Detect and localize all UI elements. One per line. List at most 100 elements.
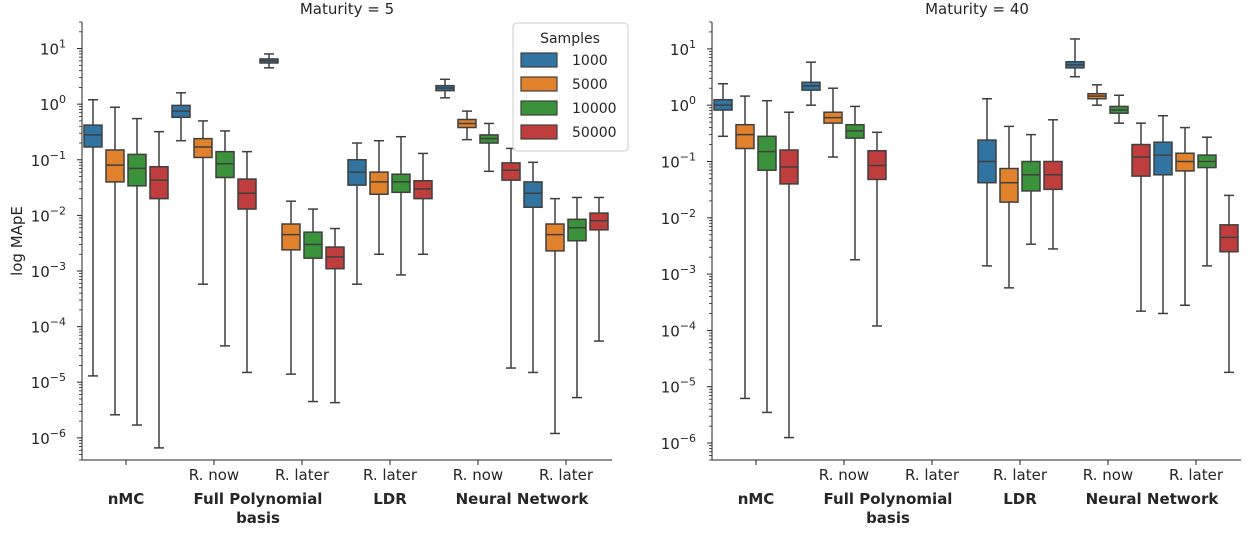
x-tick-label: R. later <box>363 466 418 484</box>
box-iqr <box>149 165 169 200</box>
box-1000 <box>171 92 191 142</box>
box-iqr <box>545 223 565 252</box>
box-5000 <box>545 197 565 435</box>
y-tick-exponent: −3 <box>50 260 66 273</box>
box-50000 <box>779 111 799 439</box>
group-label: Full Polynomial basis <box>824 490 953 527</box>
box-iqr <box>523 181 543 209</box>
box-1000 <box>523 161 543 374</box>
box-iqr <box>281 223 301 251</box>
box-50000 <box>149 130 169 449</box>
x-tick-label: R. now <box>453 466 503 484</box>
y-tick-base: 10 <box>31 152 50 170</box>
group-label: nMC <box>738 490 775 508</box>
box-50000 <box>413 152 433 256</box>
y-tick-base: 10 <box>31 207 50 225</box>
box-5000 <box>105 106 125 416</box>
box-10000 <box>391 135 411 276</box>
box-iqr <box>1153 141 1173 176</box>
y-tick-exponent: 1 <box>689 38 696 51</box>
panel-title: Maturity = 40 <box>925 0 1029 18</box>
panel-2: Maturity = 4010−610−510−410−310−210−1100… <box>661 0 1241 527</box>
y-tick-label: 10−4 <box>31 316 66 337</box>
x-tick-label: R. later <box>275 466 330 484</box>
box-iqr <box>193 137 213 159</box>
y-tick-label: 100 <box>40 93 66 114</box>
box-10000 <box>1021 133 1041 245</box>
group-label: LDR <box>1003 490 1037 508</box>
box-iqr <box>391 173 411 194</box>
y-tick-label: 10−1 <box>661 150 696 171</box>
y-tick-label: 10−3 <box>661 263 696 284</box>
x-tick-label: R. later <box>1169 466 1224 484</box>
box-10000 <box>127 117 147 426</box>
y-tick-exponent: −4 <box>680 319 696 332</box>
y-tick-label: 10−2 <box>31 204 66 225</box>
y-tick-base: 10 <box>661 435 680 453</box>
box-1000 <box>83 99 103 377</box>
box-5000 <box>823 87 843 158</box>
box-1000 <box>1153 114 1173 315</box>
y-tick-exponent: −5 <box>680 376 696 389</box>
box-iqr <box>567 218 587 242</box>
box-iqr <box>369 171 389 195</box>
box-50000 <box>501 147 521 369</box>
y-tick-label: 10−5 <box>661 376 696 397</box>
box-iqr <box>999 167 1019 203</box>
y-tick-exponent: −3 <box>680 263 696 276</box>
y-tick-label: 100 <box>670 94 696 115</box>
y-tick-exponent: −1 <box>50 149 66 162</box>
box-5000 <box>369 139 389 256</box>
y-tick-exponent: −5 <box>50 371 66 384</box>
box-iqr <box>1131 143 1151 177</box>
box-iqr <box>1219 224 1239 253</box>
y-tick-label: 10−6 <box>31 427 66 448</box>
box-5000 <box>735 95 755 400</box>
y-tick-exponent: −2 <box>680 207 696 220</box>
y-tick-label: 10−2 <box>661 207 696 228</box>
box-5000 <box>281 200 301 375</box>
y-tick-exponent: −6 <box>50 427 66 440</box>
x-tick-label: R. later <box>993 466 1048 484</box>
y-tick-base: 10 <box>40 41 59 59</box>
group-label: Full Polynomial basis <box>194 490 323 527</box>
y-tick-exponent: −4 <box>50 316 66 329</box>
y-tick-base: 10 <box>31 263 50 281</box>
box-50000 <box>325 227 345 404</box>
legend-label-5000: 5000 <box>572 77 608 93</box>
y-tick-exponent: 0 <box>689 94 696 107</box>
box-iqr <box>757 135 777 171</box>
group-label: Neural Network <box>1086 490 1220 508</box>
legend-swatch-50000 <box>520 124 558 140</box>
x-tick-label: R. now <box>189 466 239 484</box>
legend: Samples 1000 5000 10000 50000 <box>512 22 629 152</box>
box-1000 <box>1065 38 1085 78</box>
legend-label-1000: 1000 <box>572 53 608 69</box>
box-1000 <box>713 83 733 138</box>
box-1000 <box>259 53 279 69</box>
box-5000 <box>999 125 1019 289</box>
x-tick-label: R. later <box>905 466 960 484</box>
y-tick-base: 10 <box>661 379 680 397</box>
y-tick-base: 10 <box>661 210 680 228</box>
box-iqr <box>735 123 755 150</box>
y-tick-base: 10 <box>31 374 50 392</box>
y-tick-base: 10 <box>31 319 50 337</box>
box-5000 <box>1087 84 1107 106</box>
box-10000 <box>215 130 235 347</box>
group-label-line: basis <box>866 509 910 527</box>
legend-swatch-10000 <box>520 100 558 116</box>
box-iqr <box>325 246 345 270</box>
y-tick-label: 10−4 <box>661 319 696 340</box>
legend-title: Samples <box>540 31 600 47</box>
group-label-line: Full Polynomial <box>194 490 323 508</box>
group-label: Neural Network <box>456 490 590 508</box>
y-tick-base: 10 <box>670 41 689 59</box>
box-iqr <box>501 162 521 181</box>
group-label-line: basis <box>236 509 280 527</box>
box-5000 <box>193 120 213 285</box>
y-tick-base: 10 <box>670 97 689 115</box>
group-label: nMC <box>108 490 145 508</box>
y-tick-label: 10−6 <box>661 432 696 453</box>
